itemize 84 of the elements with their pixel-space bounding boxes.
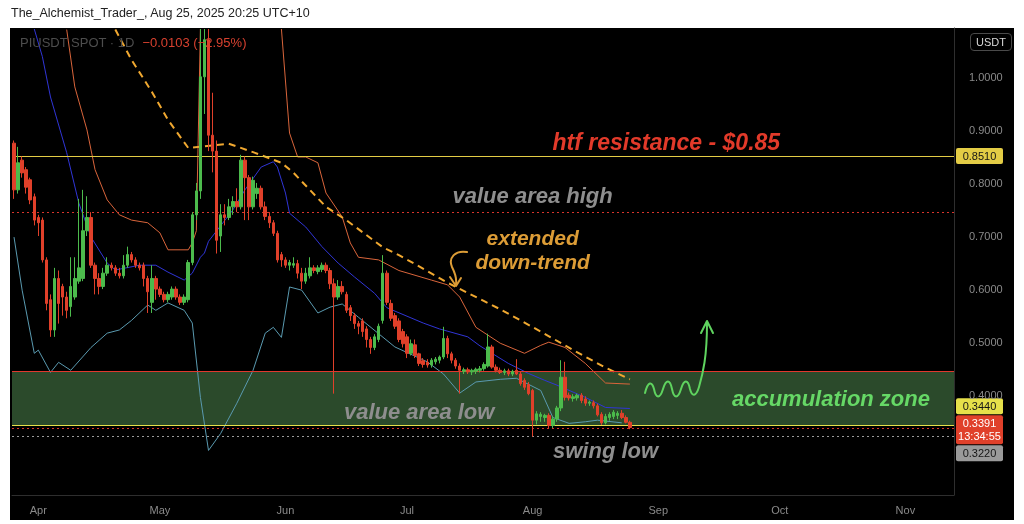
candlestick bbox=[535, 410, 538, 425]
x-tick-label: Aug bbox=[522, 503, 543, 516]
x-tick-label: May bbox=[149, 503, 171, 516]
candlestick bbox=[462, 367, 466, 375]
x-tick-label: Nov bbox=[895, 503, 916, 516]
candlestick bbox=[239, 154, 243, 210]
candlestick bbox=[320, 262, 324, 273]
ref-line-label: 0.3440 bbox=[962, 400, 997, 413]
candlestick bbox=[470, 368, 474, 376]
x-tick-label: Jun bbox=[276, 503, 295, 516]
candlestick bbox=[288, 259, 291, 272]
candlestick bbox=[170, 285, 174, 301]
candlestick bbox=[612, 409, 615, 420]
candlestick bbox=[604, 413, 607, 425]
candlestick bbox=[340, 280, 344, 295]
candlestick bbox=[292, 256, 295, 269]
candlestick bbox=[114, 264, 117, 277]
y-tick-label: 1.0000 bbox=[969, 70, 1003, 83]
candlestick bbox=[12, 140, 16, 200]
candlestick bbox=[53, 267, 56, 338]
candlestick bbox=[81, 189, 85, 282]
candlestick bbox=[588, 400, 591, 407]
candlestick bbox=[608, 411, 611, 422]
y-tick-label: 0.8000 bbox=[969, 176, 1003, 189]
candlestick bbox=[478, 365, 482, 373]
candlestick bbox=[154, 275, 158, 301]
y-tick-label: 0.6000 bbox=[969, 283, 1003, 296]
text: The_Alchemist_Trader_, Aug 25, 2025 20:25 UTC+10 bbox=[11, 6, 310, 20]
x-tick-label: Apr bbox=[29, 503, 48, 516]
candlestick bbox=[616, 410, 619, 420]
candlestick bbox=[227, 198, 231, 221]
candlestick bbox=[110, 262, 113, 272]
candlestick bbox=[130, 251, 133, 264]
band-label: accumulation zone bbox=[731, 385, 930, 411]
candlestick bbox=[474, 367, 478, 375]
annotation: htf resistance - $0.85 bbox=[552, 128, 782, 155]
candlestick bbox=[434, 356, 437, 365]
candlestick bbox=[312, 264, 316, 274]
candlestick bbox=[150, 264, 154, 314]
candlestick bbox=[486, 333, 490, 369]
annotation: value area high bbox=[452, 183, 613, 209]
candlestick bbox=[421, 357, 425, 369]
candlestick bbox=[118, 267, 121, 279]
ref-line-label: 0.3220 bbox=[962, 447, 997, 460]
x-tick-label: Jul bbox=[400, 503, 415, 516]
annotation: swing low bbox=[553, 437, 660, 463]
y-tick-label: 0.9000 bbox=[969, 123, 1003, 136]
candlestick bbox=[284, 256, 287, 269]
annotation: extended down-trend bbox=[475, 226, 591, 274]
candlestick bbox=[409, 339, 413, 356]
candlestick bbox=[620, 409, 624, 420]
candlestick bbox=[580, 392, 583, 404]
candlestick bbox=[584, 395, 587, 407]
candlestick bbox=[490, 344, 494, 370]
candlestick bbox=[571, 393, 575, 403]
candlestick bbox=[231, 195, 235, 216]
ref-line-label: 0.8510 bbox=[962, 149, 997, 162]
y-tick-label: 0.5000 bbox=[969, 336, 1003, 349]
candlestick bbox=[511, 369, 514, 377]
candlestick bbox=[575, 393, 579, 402]
annotation: value area low bbox=[343, 399, 497, 425]
candlestick bbox=[543, 413, 547, 423]
candlestick bbox=[316, 264, 320, 275]
candlestick bbox=[466, 367, 470, 375]
candlestick bbox=[336, 279, 340, 301]
candlestick bbox=[442, 326, 445, 360]
candlestick bbox=[16, 146, 20, 195]
candlestick bbox=[381, 254, 384, 325]
candlestick bbox=[174, 285, 178, 301]
candlestick bbox=[57, 270, 60, 325]
candlestick bbox=[446, 335, 449, 359]
candlestick bbox=[235, 187, 239, 213]
candlestick bbox=[503, 368, 506, 376]
candlestick bbox=[134, 256, 137, 269]
candlestick bbox=[405, 333, 409, 359]
candlestick bbox=[251, 176, 255, 210]
candlestick bbox=[219, 203, 222, 253]
text: 0.3391 13:34:55 bbox=[958, 417, 1001, 443]
x-tick-label: Sep bbox=[648, 503, 669, 516]
x-tick-label: Oct bbox=[771, 503, 789, 516]
y-axis-title: USDT bbox=[970, 33, 1012, 51]
candlestick bbox=[430, 357, 433, 369]
candlestick bbox=[397, 317, 401, 343]
y-tick-label: 0.7000 bbox=[969, 230, 1003, 243]
